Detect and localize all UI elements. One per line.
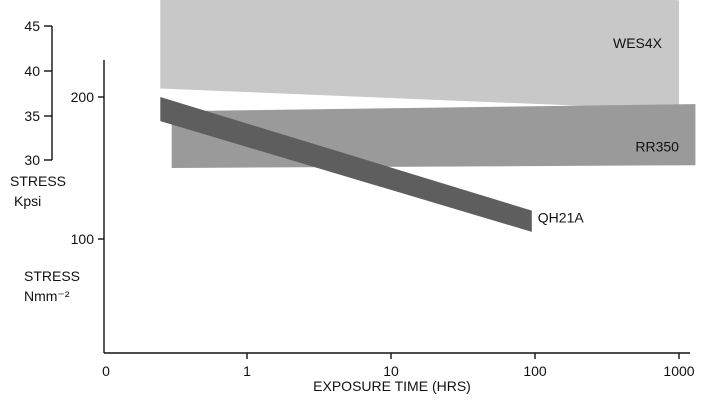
series-labels-layer: WES4X RR350 QH21A: [538, 35, 679, 225]
ylabel-nmm-line2: Nmm⁻²: [24, 288, 70, 304]
x-axis-label: EXPOSURE TIME (HRS): [313, 378, 471, 394]
x-tick-label-0: 0: [102, 363, 110, 379]
band-wes4x: [160, 0, 679, 110]
series-label-rr350: RR350: [635, 139, 679, 155]
kpsi-tick-label-40: 40: [24, 63, 40, 79]
ylabel-kpsi-line2: Kpsi: [14, 193, 41, 209]
x-tick-label-2: 10: [383, 363, 399, 379]
x-tick-label-1: 1: [243, 363, 251, 379]
nmm-tick-label-100: 100: [71, 231, 95, 247]
kpsi-tick-label-30: 30: [24, 152, 40, 168]
kpsi-tick-label-35: 35: [24, 108, 40, 124]
ylabel-kpsi-line1: STRESS: [10, 173, 66, 189]
ticks-layer: 0 1 10 100 1000 45 40 35 30 200 100: [24, 18, 694, 379]
x-tick-label-3: 100: [523, 363, 547, 379]
series-label-qh21a: QH21A: [538, 209, 585, 225]
nmm-tick-label-200: 200: [71, 89, 95, 105]
ylabel-nmm-line1: STRESS: [24, 268, 80, 284]
bands-layer: [160, 0, 696, 232]
band-qh21a: [160, 97, 532, 232]
series-label-wes4x: WES4X: [613, 35, 663, 51]
x-tick-label-4: 1000: [663, 363, 694, 379]
kpsi-tick-label-45: 45: [24, 18, 40, 34]
